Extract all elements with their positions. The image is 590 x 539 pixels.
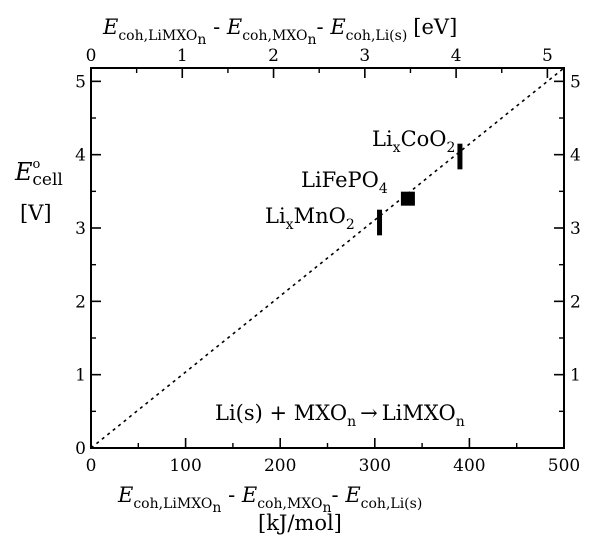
top-tick-label: 1	[177, 46, 188, 66]
top-tick-label: 3	[359, 46, 370, 66]
right-tick-label: 1	[570, 366, 581, 386]
lifepo4-square-marker	[400, 191, 415, 206]
left-tick-label: 2	[75, 292, 86, 312]
bottom-tick-label: 300	[359, 456, 391, 476]
left-tick-label: 3	[75, 219, 86, 239]
left-axis-title: Eo cell	[14, 157, 63, 190]
left-tick-label: 4	[75, 146, 86, 166]
bottom-tick-label: 500	[548, 456, 580, 476]
right-tick-label: 5	[570, 72, 581, 92]
left-tick-label: 1	[75, 366, 86, 386]
bottom-tick-label: 400	[453, 456, 485, 476]
top-tick-label: 5	[542, 46, 553, 66]
top-tick-label: 4	[451, 46, 462, 66]
data-markers	[377, 143, 463, 236]
label-lifepo4: LiFePO4	[301, 168, 388, 197]
left-tick-label: 0	[75, 439, 86, 459]
bottom-tick-label: 200	[264, 456, 296, 476]
left-axis-unit: [V]	[20, 201, 52, 225]
right-tick-label: 2	[570, 292, 581, 312]
label-limno2: LixMnO2	[265, 204, 355, 233]
reaction-equation: Li(s) + MXOn → LiMXOn	[215, 401, 465, 430]
left-tick-label: 5	[75, 72, 86, 92]
bottom-axis-unit: [kJ/mol]	[258, 511, 342, 535]
right-tick-label: 4	[570, 146, 581, 166]
top-tick-label: 0	[86, 46, 97, 66]
top-tick-label: 2	[268, 46, 279, 66]
diagonal-dotted-line	[90, 67, 565, 449]
bottom-tick-label: 100	[169, 456, 201, 476]
label-licoo2: LixCoO2	[372, 127, 455, 156]
bottom-axis-title: Ecoh,LiMXOn - Ecoh,MXOn- Ecoh,Li(s)	[117, 483, 422, 516]
top-axis-title: Ecoh,LiMXOn - Ecoh,MXOn- Ecoh,Li(s) [eV]	[102, 15, 457, 48]
right-tick-label: 3	[570, 219, 581, 239]
bottom-tick-label: 0	[86, 456, 97, 476]
